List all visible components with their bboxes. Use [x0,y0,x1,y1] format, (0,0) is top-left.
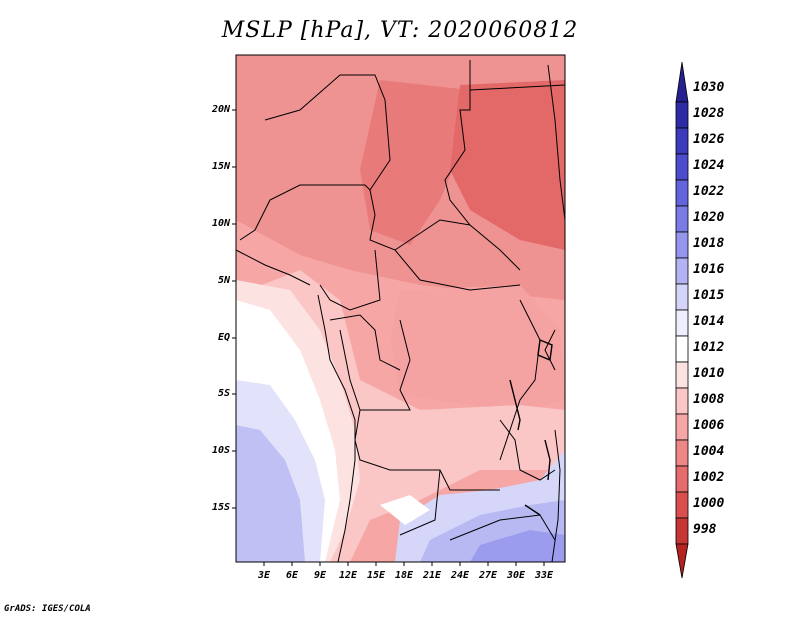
colorbar-segment [675,439,689,467]
lon-label-30e: 30E [506,570,526,581]
border-segment [369,189,471,251]
colorbar-label-1018: 1018 [693,236,725,251]
colorbar-segment [675,231,689,259]
border-segment [499,299,541,461]
lake-malawi [544,439,551,481]
border-segment [319,249,381,311]
colorbar-label-1012: 1012 [693,340,725,355]
lon-label-6e: 6E [285,570,299,581]
coastline [317,294,356,562]
border-segment [399,469,441,536]
lat-label-5s: 5S [217,388,230,399]
border-segment [329,314,401,371]
colorbar-segment [675,491,689,519]
colorbar-label-1006: 1006 [693,418,725,433]
colorbar-segment [675,257,689,285]
coastline [551,429,561,562]
colorbar-segment [675,361,689,389]
colorbar-segment [675,179,689,207]
colorbar-label-1028: 1028 [693,106,725,121]
lat-label-eq: EQ [217,332,230,343]
colorbar-segment [675,61,689,103]
grads-credit: GrADS: IGES/COLA [4,604,91,614]
colorbar-segment [675,283,689,311]
colorbar-label-1022: 1022 [693,184,725,199]
colorbar-label-1016: 1016 [693,262,725,277]
lat-label-10n: 10N [211,218,230,229]
coastline [236,249,311,286]
colorbar-segment [675,153,689,181]
lake-kariba [524,504,541,516]
lat-label-10s: 10S [211,445,230,456]
colorbar-label-1010: 1010 [693,366,725,381]
colorbar-segment [675,127,689,155]
border-segment [444,60,521,271]
border-segment [499,419,556,481]
lon-label-9e: 9E [313,570,327,581]
colorbar-label-998: 998 [693,522,717,537]
colorbar-label-1002: 1002 [693,470,725,485]
colorbar-segment [675,387,689,415]
border-segment [264,74,391,191]
lon-label-27e: 27E [478,570,498,581]
lon-label-21e: 21E [422,570,442,581]
colorbar-label-1014: 1014 [693,314,725,329]
lon-label-15e: 15E [366,570,386,581]
colorbar-label-1024: 1024 [693,158,725,173]
coastline [547,64,565,221]
lakes [509,339,553,516]
colorbar-label-1004: 1004 [693,444,725,459]
lat-label-15n: 15N [211,161,230,172]
lake-victoria [537,339,553,361]
map-title: MSLP [hPa], VT: 2020060812 [221,18,579,43]
field-1004-northeast [450,80,565,250]
colorbar-label-1015: 1015 [693,288,725,303]
field-1010-basin [390,285,565,410]
colorbar-segment [675,465,689,493]
border-segment [394,249,521,291]
field-1020-southeast [470,530,565,562]
lon-label-12e: 12E [338,570,358,581]
colorbar-label-1000: 1000 [693,496,725,511]
border-segment [544,329,556,371]
lake-tanganyika [509,379,521,431]
country-borders [236,60,565,562]
axis-ticks [232,109,545,566]
lat-label-20n: 20N [211,104,230,115]
lon-label-33e: 33E [534,570,554,581]
colorbar-segment [675,309,689,337]
colorbar-segment [675,413,689,441]
colorbar-label-1026: 1026 [693,132,725,147]
lon-label-24e: 24E [450,570,470,581]
map-frame [235,54,566,563]
lon-label-3e: 3E [257,570,271,581]
pressure-field [236,55,565,562]
border-segment [339,329,361,411]
lon-label-18e: 18E [394,570,414,581]
colorbar-label-1030: 1030 [693,80,725,95]
field-1006-central [360,80,470,245]
colorbar-segment [675,101,689,129]
border-segment [469,84,565,91]
colorbar-segment [675,335,689,363]
lat-label-15s: 15S [211,502,230,513]
border-segment [449,514,556,541]
field-1018-ocean [236,425,305,562]
colorbar-segment [675,517,689,545]
colorbar-segment [675,205,689,233]
colorbar [675,61,689,579]
border-segment [239,184,365,241]
colorbar-segment [675,543,689,579]
field-1015-pocket [380,495,430,525]
lat-label-5n: 5N [217,275,230,286]
colorbar-label-1008: 1008 [693,392,725,407]
colorbar-label-1020: 1020 [693,210,725,225]
